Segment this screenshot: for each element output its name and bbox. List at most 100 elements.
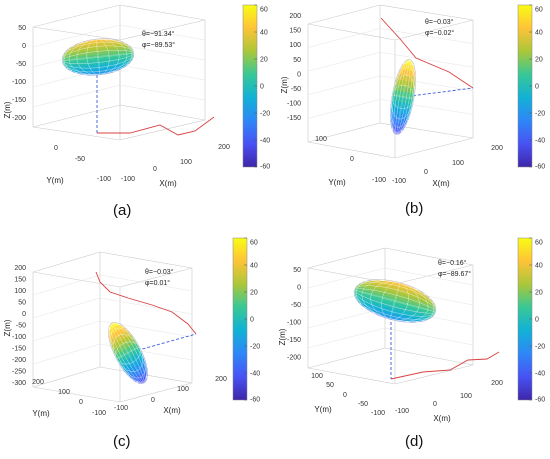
ellipsoid-band [124,360,148,376]
ellipsoid-parallel [115,341,141,365]
colorbar-tick-label: 20 [260,57,268,64]
ellipsoid-band [63,45,131,56]
ellipsoid-band [121,355,146,372]
ellipsoid-band [74,39,119,47]
z-tick-label: 100 [14,288,26,295]
z-axis-label: Z(m) [280,76,289,93]
z-tick-label: -50 [16,323,26,330]
panel-a: θ=−91.34° φ=−89.53° 50 0 -50 -100 -150 -200 -100… [0,0,275,200]
ellipsoid-parallel [61,41,135,73]
z-tick-label: 100 [289,42,301,49]
ellipsoid-mesh [353,278,437,324]
ellipsoid-parallel [391,74,415,120]
x-tick-label: -100 [392,178,406,185]
ellipsoid-parallel [391,74,415,120]
ellipsoid-band [108,330,132,346]
ellipsoid-parallel [112,334,144,372]
ellipsoid-outline [61,38,135,76]
panel-caption-b: (b) [405,200,424,217]
colorbar-tick-label: 60 [535,7,543,14]
ellipsoid-parallel [354,289,436,313]
x-axis-label: X(m) [432,179,450,188]
colorbar-tick-label: -60 [260,164,270,171]
grid-line [379,28,474,44]
z-tick-label: -150 [12,346,26,353]
ellipsoid-band [77,67,122,75]
ellipsoid-band [396,73,417,83]
y-axis-label: Y(m) [46,176,64,185]
colorbar-tick-label: -20 [260,111,270,118]
ellipsoid-band [389,116,408,126]
z-tick-label: -50 [291,302,301,309]
ellipsoid-band [394,79,416,89]
colorbar-tick-label: 40 [535,263,543,270]
z-tick-label: -200 [287,355,301,362]
colorbar-tick-label: 20 [535,290,543,297]
projection-line [402,87,474,98]
colorbar-tick-label: -60 [250,397,260,404]
grid-line [384,267,474,286]
ellipsoid-band [62,48,133,59]
y-tick-label: -100 [92,410,106,417]
x-tick-label: 100 [180,159,192,166]
ellipsoid-band [390,105,412,116]
z-axis-label: Z(m) [278,328,287,345]
grid-line [32,320,101,342]
colorbar-tick-label: -40 [250,371,260,378]
ellipsoid-outline [353,279,437,323]
ellipsoid-band [361,281,433,303]
ellipsoid-band [71,64,127,73]
z-tick-label: -100 [12,79,26,86]
angle-annotation: φ=0.01° [145,279,170,287]
colorbar-tick-label: 60 [260,7,268,14]
ellipsoid-band [137,376,149,386]
grid-line [32,84,121,108]
ellipsoid-band [353,293,434,318]
ellipsoid-parallel [391,85,415,109]
colorbar-tick-label: 0 [260,84,264,91]
y-axis-label: Y(m) [314,405,332,414]
ellipsoid-parallel [354,288,436,314]
ellipsoid-band [82,37,110,44]
colorbar-tick-label: 40 [260,30,268,37]
ellipsoid-band [374,312,406,324]
ellipsoid-band [62,50,134,62]
grid-line [379,51,474,68]
ellipsoid-band [107,326,128,341]
ellipsoid-band [128,365,149,380]
ellipsoid-band [354,296,432,320]
y-tick-label: 0 [79,399,83,406]
z-tick-label: -200 [12,115,26,122]
ellipsoid-meridian [393,59,413,135]
z-tick-label: -50 [16,61,26,68]
ellipsoid-band [86,70,114,77]
grid-line [32,343,101,365]
y-tick-label: -100 [372,177,386,184]
grid-line [32,297,101,319]
x-tick-label: 200 [491,145,503,152]
colorbar-tick-label: 20 [250,290,258,297]
z-tick-label: -250 [12,369,26,376]
ellipsoid-parallel [61,39,135,75]
ellipsoid-parallel [390,61,416,133]
ellipsoid-meridian [391,59,415,135]
z-tick-label: 0 [22,43,26,50]
ellipsoid-parallel [110,327,146,379]
panel-b: θ=−0.03° φ=−0.02° 200 150 100 50 0 -50 -100 -150-… [275,0,550,200]
ellipsoid-meridian [76,38,120,76]
z-tick-label: 0 [297,285,301,292]
colorbar-tick-label: -20 [535,344,545,351]
panel-caption-c: (c) [113,433,131,450]
ellipsoid-band [384,278,415,290]
ellipsoid-parallel [390,66,416,128]
y-axis-label: Y(m) [328,178,346,187]
chart-svg-d: θ=−0.16°φ=−89.67°500-50-100-150-200-1000… [278,237,545,423]
ellipsoid-parallel [391,85,415,109]
ellipsoid-outline [108,322,148,384]
z-tick-label: 50 [18,300,26,307]
ellipsoid-parallel [61,53,135,61]
ellipsoid-band [107,323,124,336]
grid-line [99,274,193,292]
colorbar-tick-label: 60 [250,240,258,247]
z-tick-label: -200 [12,357,26,364]
